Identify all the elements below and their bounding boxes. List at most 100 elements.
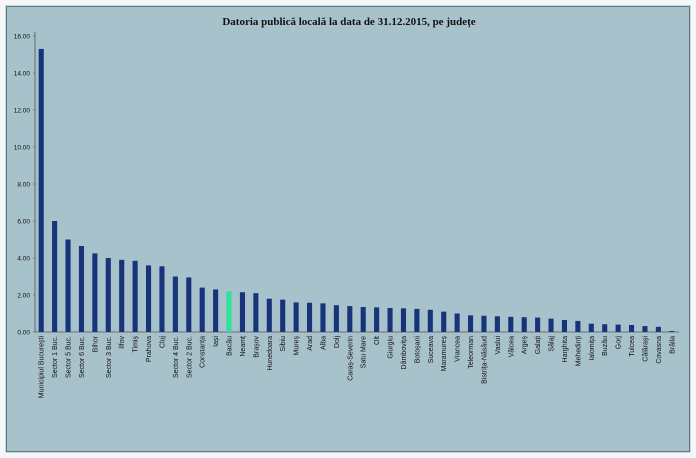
bar-26 (387, 307, 393, 332)
y-tick-label: 10.00 (14, 144, 31, 151)
category-label: Mehedinți (575, 336, 582, 367)
category-label: Iași (213, 336, 220, 347)
category-label: Argeș (522, 336, 529, 355)
bar-6 (119, 259, 125, 332)
bar-13 (213, 289, 219, 332)
bar-24 (360, 307, 366, 332)
bar-10 (172, 276, 178, 332)
category-label: Buzău (602, 336, 609, 356)
category-label: Sibiu (280, 336, 287, 352)
bar-20 (306, 302, 313, 332)
y-tick-label: 4.00 (17, 255, 30, 262)
bar-9 (159, 266, 165, 332)
bar-34 (494, 316, 500, 332)
category-label: Bihor (92, 335, 99, 352)
category-label: Sector 1 Buc. (52, 336, 59, 378)
category-label: Olt (374, 336, 381, 345)
y-tick-label: 12.00 (14, 107, 31, 114)
bar-33 (481, 315, 487, 332)
bar-38 (548, 318, 554, 332)
bar-36 (521, 317, 527, 332)
category-label: Constanța (200, 336, 207, 368)
bar-0 (38, 48, 44, 332)
category-label: Brașov (253, 336, 260, 358)
bar-32 (467, 315, 474, 332)
bar-18 (280, 299, 286, 332)
y-tick-label: 16.00 (14, 33, 31, 40)
bar-12 (199, 287, 205, 332)
bar-44 (628, 324, 635, 332)
category-label: Caraș-Severin (347, 336, 354, 381)
category-label: Brăila (669, 336, 676, 354)
category-label: Sector 5 Buc. (66, 336, 73, 378)
category-label: Sălaj (549, 336, 556, 352)
bar-15 (239, 292, 246, 332)
y-tick-label: 14.00 (14, 70, 31, 77)
category-label: Harghita (562, 336, 569, 363)
bar-19 (293, 302, 299, 332)
category-label: Tulcea (629, 336, 636, 357)
bar-22 (333, 305, 339, 332)
category-label: Ialomița (589, 336, 596, 361)
bar-chart: Datoria publică locală la data de 31.12.… (14, 16, 679, 398)
category-label: Sector 2 Buc. (186, 336, 193, 378)
category-label: Sector 6 Buc. (79, 336, 86, 378)
category-label: Maramureș (441, 336, 448, 372)
y-tick-label: 6.00 (17, 218, 30, 225)
category-label: Giurgiu (388, 336, 395, 359)
category-label: Bacău (227, 336, 234, 356)
bar-29 (427, 309, 433, 332)
bar-47 (669, 331, 675, 332)
category-label: Dolj (334, 336, 341, 349)
bar-41 (588, 323, 594, 332)
bar-28 (414, 308, 420, 332)
category-label: Satu Mare (361, 336, 368, 368)
bar-31 (454, 313, 460, 332)
category-label: Arad (307, 336, 314, 351)
category-label: Hunedoara (267, 336, 274, 371)
bar-30 (441, 311, 447, 332)
category-label: Botoșani (414, 336, 421, 364)
y-tick-label: 0.00 (17, 329, 30, 336)
chart-frame: Datoria publică locală la data de 31.12.… (6, 6, 690, 452)
bar-21 (320, 303, 326, 332)
bar-27 (400, 308, 407, 332)
category-label: Timiș (133, 336, 140, 353)
category-label: Bistrița-Năsăud (481, 336, 488, 384)
category-label: Vâlcea (508, 336, 515, 358)
bar-43 (615, 324, 621, 332)
bar-1 (52, 221, 58, 332)
bar-5 (105, 258, 111, 332)
category-label: Galați (535, 336, 542, 355)
bar-11 (186, 277, 192, 332)
bar-25 (374, 307, 380, 332)
bar-40 (575, 320, 581, 332)
bar-37 (535, 317, 541, 332)
category-label: Mureș (294, 336, 301, 356)
bar-46 (655, 326, 661, 332)
y-tick-label: 8.00 (17, 181, 30, 188)
bar-2 (65, 239, 71, 332)
category-label: Teleorman (468, 336, 475, 369)
bar-3 (78, 245, 85, 332)
category-label: Gorj (616, 336, 623, 350)
category-label: Vrancea (455, 336, 462, 362)
category-label: Neamț (240, 336, 247, 357)
category-label: Suceava (428, 336, 435, 363)
bar-17 (266, 298, 272, 332)
category-label: Covasna (656, 336, 663, 364)
bar-45 (642, 326, 648, 332)
y-tick-label: 2.00 (17, 292, 30, 299)
bar-16 (253, 293, 259, 332)
category-label: Sector 4 Buc. (173, 336, 180, 378)
bar-7 (132, 260, 138, 332)
category-label: Cluj (159, 336, 166, 349)
bar-4 (92, 253, 98, 332)
bar-35 (508, 316, 514, 332)
category-label: Vaslui (495, 336, 502, 355)
bar-14 (226, 291, 232, 332)
category-label: Prahova (146, 336, 153, 362)
category-label: Dâmbovița (401, 336, 408, 370)
bar-42 (602, 324, 608, 332)
category-label: Călărași (642, 336, 649, 362)
